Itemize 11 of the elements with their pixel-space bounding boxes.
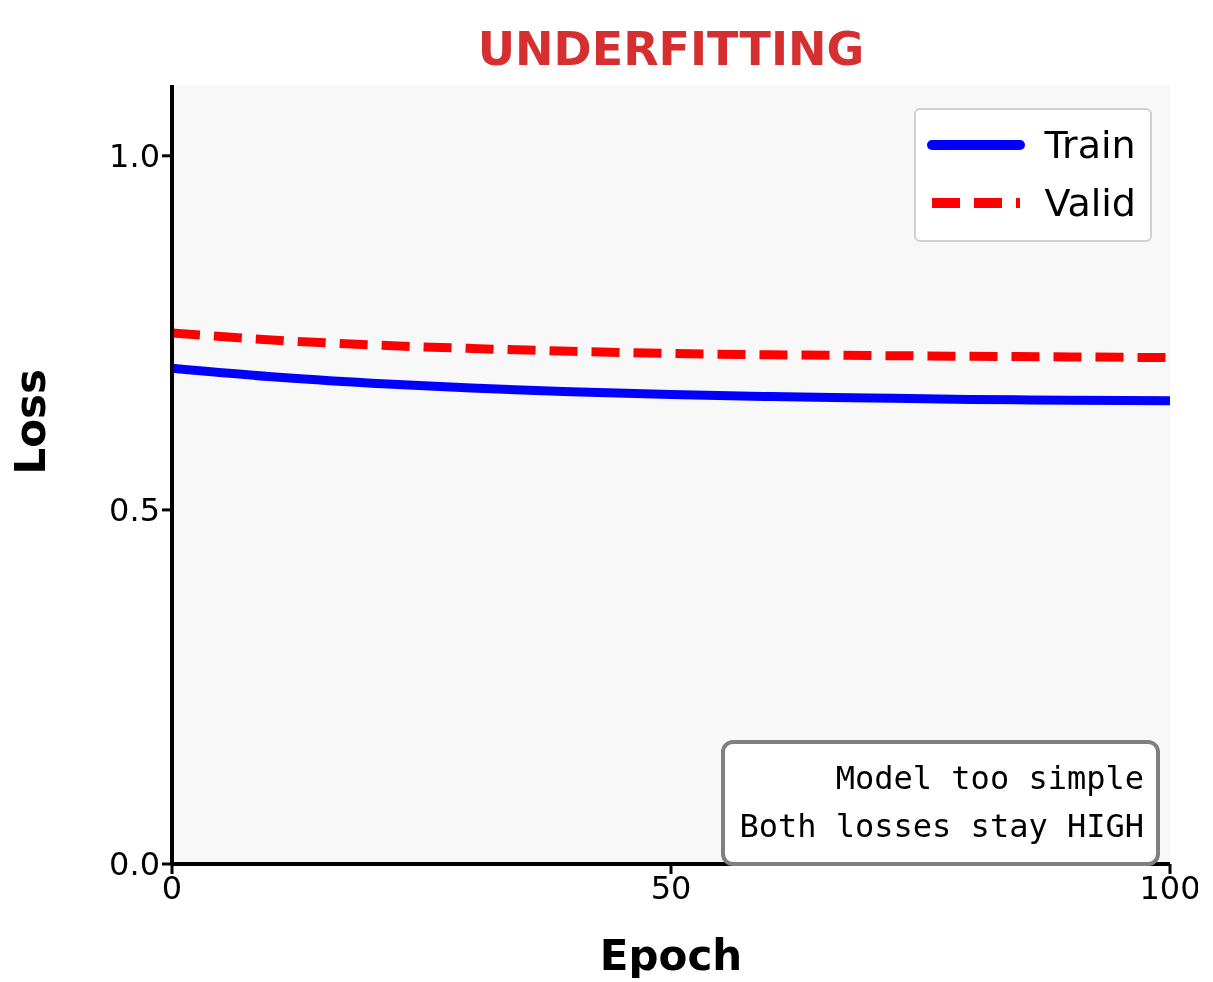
x-tick-label: 50 xyxy=(650,868,692,907)
annotation: Model too simple Both losses stay HIGH xyxy=(721,740,1160,866)
legend-label: Train xyxy=(1044,123,1136,167)
chart-title: UNDERFITTING xyxy=(476,22,866,76)
y-tick-label: 1.0 xyxy=(109,137,160,176)
x-tick-label: 100 xyxy=(1139,868,1201,907)
legend-label: Valid xyxy=(1044,181,1136,225)
y-tick-label: 0.0 xyxy=(109,845,160,884)
y-axis-title: Loss xyxy=(5,368,55,475)
y-tick-label: 0.5 xyxy=(109,491,160,530)
x-tick-label: 0 xyxy=(161,868,183,907)
